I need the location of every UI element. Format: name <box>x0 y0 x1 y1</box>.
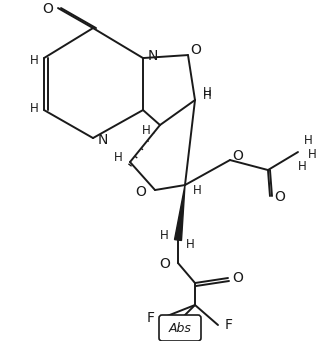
Text: O: O <box>136 185 146 199</box>
Text: O: O <box>232 149 243 163</box>
Text: H: H <box>193 183 201 196</box>
Text: Abs: Abs <box>169 322 191 335</box>
Polygon shape <box>175 185 185 240</box>
Text: N: N <box>98 133 108 147</box>
Text: O: O <box>43 2 53 16</box>
Text: H: H <box>203 89 211 102</box>
Text: H: H <box>304 134 312 147</box>
FancyBboxPatch shape <box>159 315 201 341</box>
Text: H: H <box>203 86 211 99</box>
Text: H: H <box>30 102 38 115</box>
Text: F: F <box>225 318 233 332</box>
Text: H: H <box>186 238 194 251</box>
Text: H: H <box>308 148 316 161</box>
Text: O: O <box>232 271 243 285</box>
Text: H: H <box>114 150 122 164</box>
Text: H: H <box>298 160 306 173</box>
Text: O: O <box>275 190 286 204</box>
Text: H: H <box>160 228 168 241</box>
Text: F: F <box>147 311 155 325</box>
Text: O: O <box>160 257 170 271</box>
Text: N: N <box>148 49 158 63</box>
Text: H: H <box>30 54 38 66</box>
Text: H: H <box>142 123 150 136</box>
Text: O: O <box>191 43 201 57</box>
